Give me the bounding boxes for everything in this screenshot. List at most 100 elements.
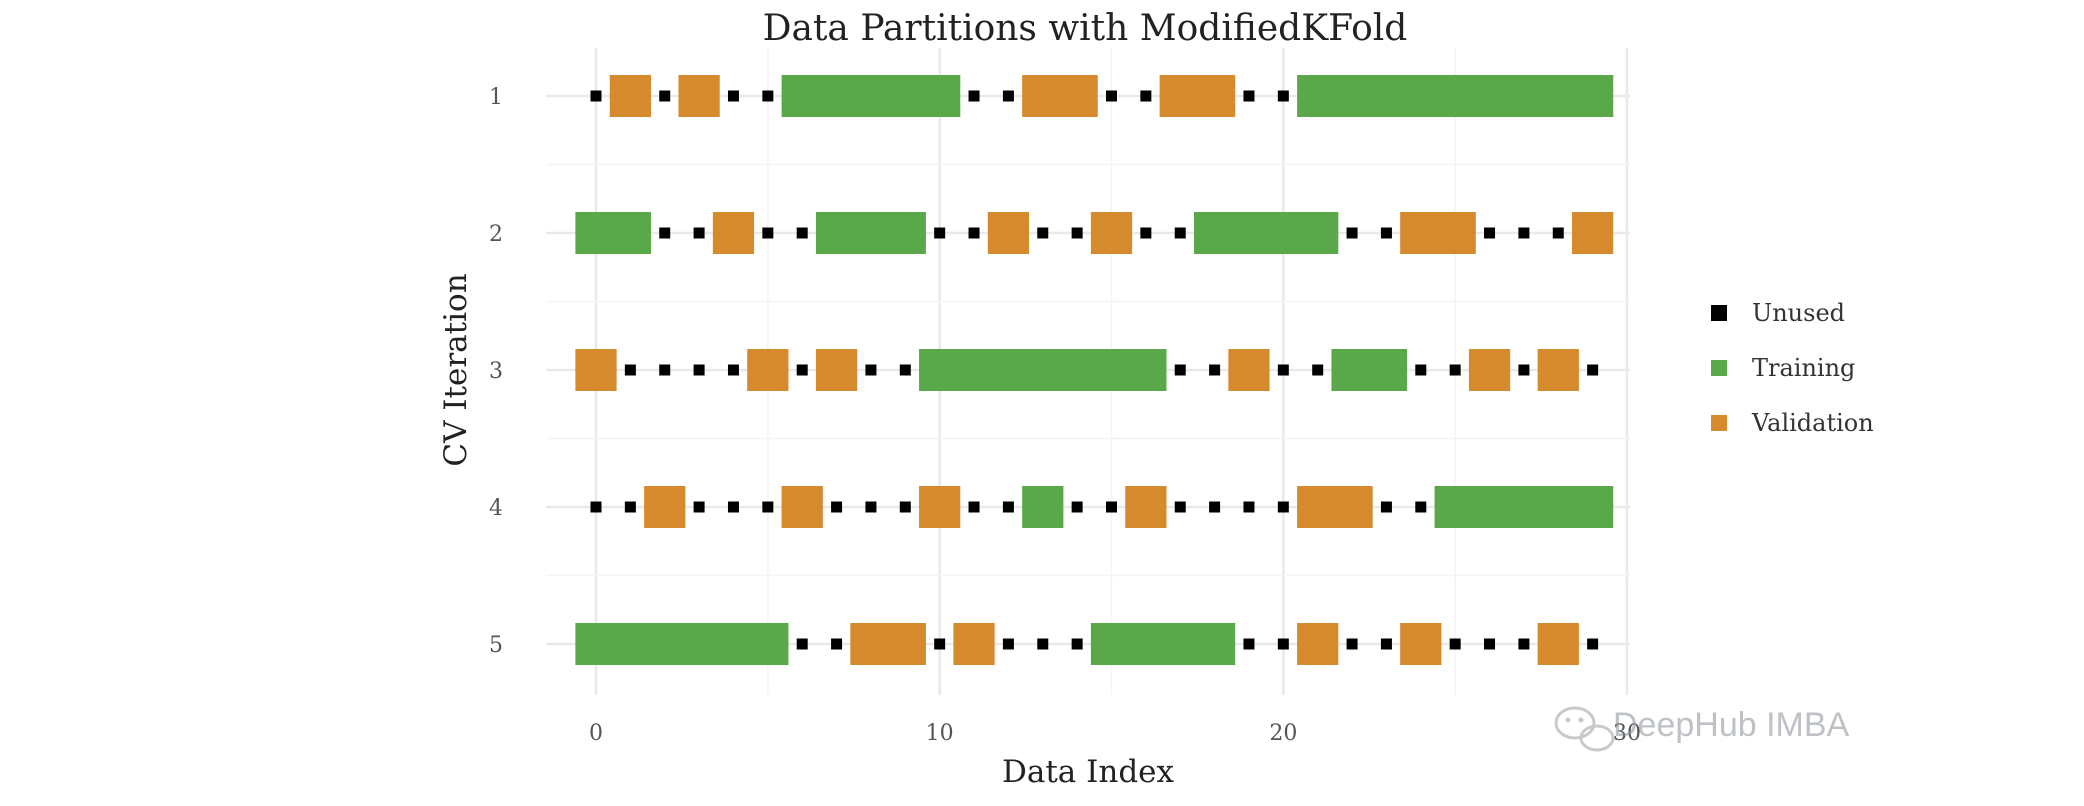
unused-point (1312, 364, 1324, 376)
unused-point (1484, 638, 1496, 650)
unused-point (1106, 501, 1117, 513)
unused-point (693, 227, 705, 239)
unused-point (1449, 638, 1461, 650)
cv-row-3 (575, 349, 1599, 391)
unused-point (1209, 501, 1221, 513)
validation-segment (747, 349, 789, 391)
cv-row-4 (590, 486, 1614, 528)
legend: Unused Training Validation (1711, 299, 1874, 437)
unused-point (590, 90, 602, 102)
watermark: DeepHub IMBA (1554, 706, 1850, 752)
chart-title: Data Partitions with ModifiedKFold (763, 8, 1408, 49)
y-tick-label: 1 (489, 85, 503, 110)
unused-point (1380, 501, 1392, 513)
unused-point (934, 638, 946, 650)
y-tick-label: 3 (489, 359, 503, 384)
unused-point (659, 227, 671, 239)
legend-item-training: Training (1711, 354, 1855, 382)
validation-segment (1537, 623, 1579, 665)
unused-point (796, 364, 808, 376)
unused-point (1346, 227, 1358, 239)
unused-point (968, 501, 980, 513)
unused-point (1415, 364, 1427, 376)
data-rows (575, 75, 1614, 665)
unused-point (727, 364, 739, 376)
y-tick-label: 5 (489, 633, 503, 658)
unused-point (1002, 90, 1014, 102)
unused-point (693, 501, 705, 513)
unused-point (1037, 638, 1049, 650)
unused-point (1518, 638, 1530, 650)
x-tick-labels: 0 10 20 30 (589, 721, 1641, 746)
unused-point (796, 638, 808, 650)
validation-segment (1090, 212, 1133, 254)
unused-point (1587, 364, 1599, 376)
unused-point (865, 364, 877, 376)
unused-point (1140, 227, 1152, 239)
unused-point (1277, 638, 1289, 650)
unused-point (1106, 90, 1117, 102)
unused-point (1002, 501, 1014, 513)
unused-point (762, 501, 774, 513)
unused-point (1449, 364, 1461, 376)
unused-point (1346, 638, 1358, 650)
unused-point (1174, 364, 1186, 376)
wechat-icon (1554, 706, 1615, 752)
validation-segment (1400, 212, 1476, 254)
unused-point (1037, 227, 1049, 239)
unused-point (762, 90, 774, 102)
cv-row-5 (575, 623, 1599, 665)
training-segment (1090, 623, 1236, 665)
x-tick-label: 30 (1613, 721, 1641, 746)
unused-point (590, 501, 602, 513)
unused-point (659, 364, 671, 376)
unused-point (727, 90, 739, 102)
validation-segment (919, 486, 961, 528)
unused-point (1277, 364, 1289, 376)
validation-segment (1572, 212, 1614, 254)
unused-point (1071, 227, 1083, 239)
cv-row-1 (590, 75, 1614, 117)
training-segment (1022, 486, 1064, 528)
validation-segment (609, 75, 651, 117)
unused-point (1277, 90, 1289, 102)
unused-point (659, 90, 671, 102)
validation-segment (1125, 486, 1167, 528)
unused-point (1174, 501, 1186, 513)
training-segment (1297, 75, 1614, 117)
unused-point (1140, 90, 1152, 102)
validation-segment (1537, 349, 1579, 391)
grid (546, 48, 1630, 695)
unused-point (624, 501, 636, 513)
training-segment (1331, 349, 1408, 391)
validation-segment (1159, 75, 1236, 117)
unused-point (1484, 227, 1496, 239)
y-tick-label: 2 (489, 222, 503, 247)
unused-point (1243, 501, 1255, 513)
legend-swatch-validation (1711, 415, 1727, 431)
unused-point (1243, 638, 1255, 650)
training-segment (781, 75, 961, 117)
validation-segment (712, 212, 755, 254)
cv-row-2 (575, 212, 1614, 254)
legend-item-unused: Unused (1711, 299, 1845, 327)
unused-point (1587, 638, 1599, 650)
validation-segment (1297, 623, 1339, 665)
legend-label-unused: Unused (1752, 299, 1845, 327)
y-tick-label: 4 (489, 496, 503, 521)
legend-item-validation: Validation (1711, 409, 1874, 437)
unused-point (899, 501, 911, 513)
validation-segment (1297, 486, 1373, 528)
training-segment (919, 349, 1167, 391)
x-axis-label: Data Index (1002, 754, 1175, 790)
training-segment (1193, 212, 1339, 254)
unused-point (762, 227, 774, 239)
validation-segment (1228, 349, 1270, 391)
validation-segment (815, 349, 858, 391)
validation-segment (987, 212, 1030, 254)
unused-point (1174, 227, 1186, 239)
validation-segment (1400, 623, 1442, 665)
unused-point (1071, 638, 1083, 650)
validation-segment (953, 623, 995, 665)
unused-point (1518, 227, 1530, 239)
